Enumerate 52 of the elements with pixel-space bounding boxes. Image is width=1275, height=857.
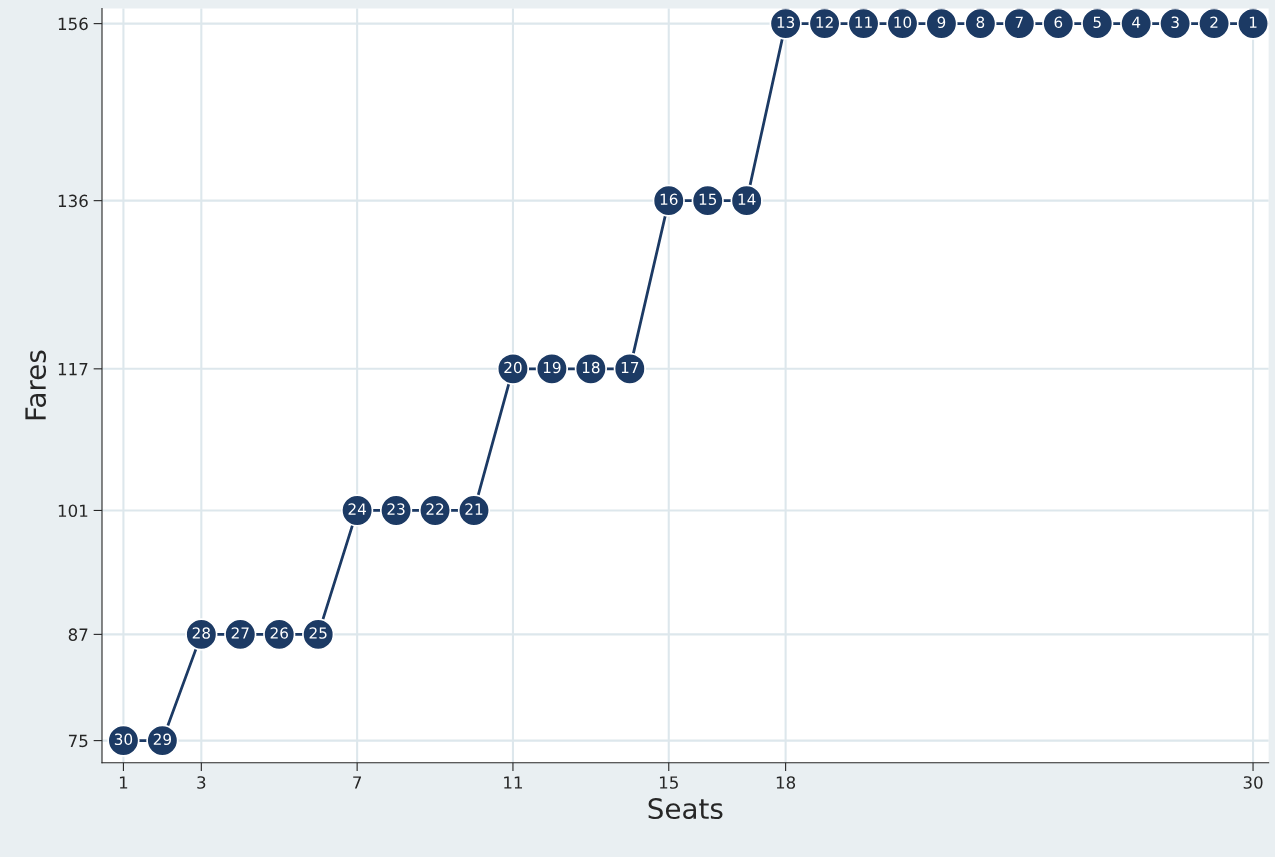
x-tick-label: 7 — [353, 776, 362, 789]
annotation: 22 — [426, 503, 444, 515]
annotation: 17 — [621, 361, 639, 374]
point — [964, 8, 997, 40]
annotation: 15 — [699, 193, 717, 206]
annotation: 12 — [816, 16, 833, 28]
x-tick-label: 15 — [659, 776, 678, 789]
x-tick-label: 18 — [776, 776, 796, 789]
y-tick-label: 75 — [68, 734, 88, 748]
annotation: 2 — [1210, 16, 1218, 28]
point — [1159, 8, 1192, 40]
annotation: 20 — [504, 361, 522, 374]
annotation: 7 — [1015, 16, 1023, 28]
annotation: 4 — [1132, 16, 1141, 28]
annotation: 23 — [387, 503, 405, 515]
annotation: 27 — [231, 627, 249, 639]
point — [1236, 8, 1269, 40]
annotation: 29 — [153, 733, 172, 746]
annotation: 25 — [309, 627, 327, 639]
annotation: 14 — [738, 193, 756, 205]
annotation: 10 — [894, 16, 912, 29]
x-tick-label: 30 — [1243, 776, 1263, 789]
x-tick-label: 1 — [119, 776, 128, 789]
y-tick-label: 117 — [58, 363, 88, 376]
annotation: 5 — [1093, 16, 1101, 29]
annotation: 8 — [976, 16, 985, 29]
annotation: 11 — [855, 16, 872, 28]
annotation: 6 — [1054, 16, 1063, 29]
point — [1003, 8, 1036, 40]
x-tick-label: 11 — [504, 776, 523, 789]
annotation: 28 — [192, 627, 210, 639]
y-tick-label: 101 — [58, 504, 88, 518]
annotation: 16 — [660, 193, 678, 206]
y-axis-title: Fares — [25, 350, 47, 420]
point — [1081, 8, 1114, 40]
annotation: 13 — [777, 16, 795, 29]
point — [1042, 8, 1075, 40]
annotation: 3 — [1171, 16, 1179, 29]
annotation: 19 — [543, 361, 561, 374]
annotation: 26 — [270, 627, 288, 639]
y-tick-label: 156 — [58, 17, 88, 31]
annotation: 9 — [937, 16, 946, 29]
y-tick-label: 136 — [58, 194, 88, 208]
y-tick-label: 87 — [68, 628, 88, 641]
x-axis-title: Seats — [648, 798, 723, 820]
x-tick-label: 3 — [197, 776, 206, 789]
annotation: 30 — [114, 733, 133, 746]
annotation: 24 — [348, 503, 366, 515]
annotation: 1 — [1249, 16, 1257, 28]
point — [1197, 8, 1231, 40]
annotation: 21 — [465, 503, 483, 515]
annotation: 18 — [582, 361, 600, 374]
